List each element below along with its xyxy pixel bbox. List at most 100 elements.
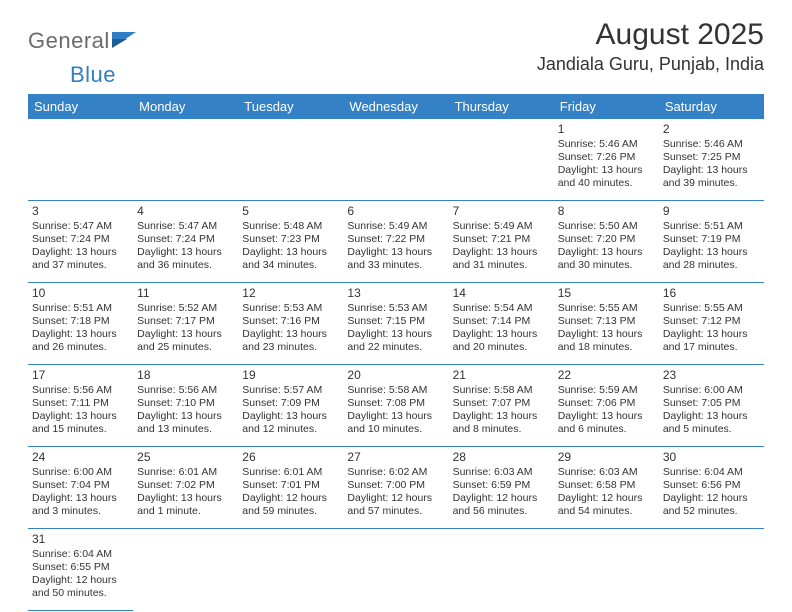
day-info-line: Sunrise: 5:46 AM: [663, 138, 760, 151]
day-info-line: and 25 minutes.: [137, 341, 234, 354]
day-number: 20: [347, 368, 444, 383]
day-info-line: Sunrise: 5:55 AM: [663, 302, 760, 315]
day-info-line: and 26 minutes.: [32, 341, 129, 354]
day-info-line: Daylight: 13 hours: [32, 410, 129, 423]
day-info-line: Sunrise: 5:56 AM: [137, 384, 234, 397]
day-info-line: Daylight: 13 hours: [663, 410, 760, 423]
calendar-row: 24Sunrise: 6:00 AMSunset: 7:04 PMDayligh…: [28, 447, 764, 529]
day-cell: 16Sunrise: 5:55 AMSunset: 7:12 PMDayligh…: [659, 283, 764, 365]
day-info-line: Daylight: 13 hours: [558, 164, 655, 177]
day-info-line: Sunset: 7:06 PM: [558, 397, 655, 410]
dayname-cell: Sunday: [28, 94, 133, 119]
day-info-line: and 18 minutes.: [558, 341, 655, 354]
day-info-line: Sunrise: 5:49 AM: [347, 220, 444, 233]
day-number: 11: [137, 286, 234, 301]
day-info-line: Sunset: 7:24 PM: [137, 233, 234, 246]
day-cell: 21Sunrise: 5:58 AMSunset: 7:07 PMDayligh…: [449, 365, 554, 447]
day-number: 10: [32, 286, 129, 301]
day-number: 27: [347, 450, 444, 465]
day-info-line: Sunrise: 6:04 AM: [32, 548, 129, 561]
day-info-line: Sunset: 7:15 PM: [347, 315, 444, 328]
day-number: 3: [32, 204, 129, 219]
day-info-line: Sunset: 6:58 PM: [558, 479, 655, 492]
day-info-line: and 1 minute.: [137, 505, 234, 518]
day-number: 2: [663, 122, 760, 137]
day-info-line: Sunrise: 6:03 AM: [558, 466, 655, 479]
day-number: 13: [347, 286, 444, 301]
day-number: 28: [453, 450, 550, 465]
day-cell: 1Sunrise: 5:46 AMSunset: 7:26 PMDaylight…: [554, 119, 659, 201]
day-info-line: Daylight: 13 hours: [558, 246, 655, 259]
day-info-line: Sunset: 7:11 PM: [32, 397, 129, 410]
day-info-line: Sunset: 7:23 PM: [242, 233, 339, 246]
day-info-line: Sunset: 6:59 PM: [453, 479, 550, 492]
title-block: August 2025 Jandiala Guru, Punjab, India: [537, 18, 764, 75]
day-cell: 9Sunrise: 5:51 AMSunset: 7:19 PMDaylight…: [659, 201, 764, 283]
day-cell: [449, 529, 554, 611]
day-cell: 8Sunrise: 5:50 AMSunset: 7:20 PMDaylight…: [554, 201, 659, 283]
day-info-line: Sunset: 7:20 PM: [558, 233, 655, 246]
day-info-line: Sunset: 7:04 PM: [32, 479, 129, 492]
day-cell: 17Sunrise: 5:56 AMSunset: 7:11 PMDayligh…: [28, 365, 133, 447]
day-info-line: and 8 minutes.: [453, 423, 550, 436]
day-info-line: Daylight: 13 hours: [663, 328, 760, 341]
day-info-line: Daylight: 13 hours: [453, 246, 550, 259]
day-info-line: Daylight: 13 hours: [32, 246, 129, 259]
day-info-line: Daylight: 13 hours: [137, 492, 234, 505]
day-info-line: and 31 minutes.: [453, 259, 550, 272]
day-number: 21: [453, 368, 550, 383]
dayname-cell: Wednesday: [343, 94, 448, 119]
day-cell: [28, 119, 133, 201]
day-info-line: Sunrise: 6:00 AM: [663, 384, 760, 397]
day-number: 22: [558, 368, 655, 383]
logo-word1: General: [28, 28, 110, 53]
day-cell: 26Sunrise: 6:01 AMSunset: 7:01 PMDayligh…: [238, 447, 343, 529]
day-info-line: Daylight: 12 hours: [453, 492, 550, 505]
day-info-line: Sunrise: 6:00 AM: [32, 466, 129, 479]
day-info-line: Daylight: 12 hours: [32, 574, 129, 587]
day-info-line: Sunrise: 6:04 AM: [663, 466, 760, 479]
day-info-line: Sunset: 7:08 PM: [347, 397, 444, 410]
day-info-line: Daylight: 12 hours: [558, 492, 655, 505]
day-cell: [133, 529, 238, 611]
day-info-line: and 36 minutes.: [137, 259, 234, 272]
day-info-line: Daylight: 12 hours: [347, 492, 444, 505]
day-info-line: and 3 minutes.: [32, 505, 129, 518]
day-info-line: Sunrise: 5:59 AM: [558, 384, 655, 397]
day-info-line: Sunrise: 5:58 AM: [453, 384, 550, 397]
day-number: 23: [663, 368, 760, 383]
day-cell: [343, 529, 448, 611]
day-cell: 30Sunrise: 6:04 AMSunset: 6:56 PMDayligh…: [659, 447, 764, 529]
day-number: 15: [558, 286, 655, 301]
day-info-line: Sunrise: 5:54 AM: [453, 302, 550, 315]
day-cell: 13Sunrise: 5:53 AMSunset: 7:15 PMDayligh…: [343, 283, 448, 365]
day-info-line: and 12 minutes.: [242, 423, 339, 436]
day-info-line: Sunset: 6:56 PM: [663, 479, 760, 492]
day-info-line: Sunset: 7:21 PM: [453, 233, 550, 246]
day-info-line: Sunset: 7:25 PM: [663, 151, 760, 164]
month-title: August 2025: [537, 18, 764, 52]
day-cell: 24Sunrise: 6:00 AMSunset: 7:04 PMDayligh…: [28, 447, 133, 529]
day-info-line: Daylight: 13 hours: [242, 246, 339, 259]
day-info-line: and 52 minutes.: [663, 505, 760, 518]
day-cell: 20Sunrise: 5:58 AMSunset: 7:08 PMDayligh…: [343, 365, 448, 447]
calendar-page: General Blue August 2025 Jandiala Guru, …: [0, 0, 792, 611]
day-info-line: Sunset: 7:22 PM: [347, 233, 444, 246]
day-cell: 12Sunrise: 5:53 AMSunset: 7:16 PMDayligh…: [238, 283, 343, 365]
day-info-line: and 22 minutes.: [347, 341, 444, 354]
day-number: 7: [453, 204, 550, 219]
day-number: 17: [32, 368, 129, 383]
day-number: 26: [242, 450, 339, 465]
day-info-line: Daylight: 13 hours: [242, 328, 339, 341]
dayname-cell: Monday: [133, 94, 238, 119]
day-info-line: Sunset: 7:13 PM: [558, 315, 655, 328]
header-row: General Blue August 2025 Jandiala Guru, …: [28, 18, 764, 88]
day-number: 4: [137, 204, 234, 219]
day-info-line: and 54 minutes.: [558, 505, 655, 518]
day-info-line: Daylight: 13 hours: [347, 410, 444, 423]
day-info-line: Sunrise: 5:46 AM: [558, 138, 655, 151]
day-info-line: Sunset: 7:00 PM: [347, 479, 444, 492]
day-info-line: and 6 minutes.: [558, 423, 655, 436]
day-info-line: Sunrise: 5:53 AM: [347, 302, 444, 315]
day-info-line: and 37 minutes.: [32, 259, 129, 272]
